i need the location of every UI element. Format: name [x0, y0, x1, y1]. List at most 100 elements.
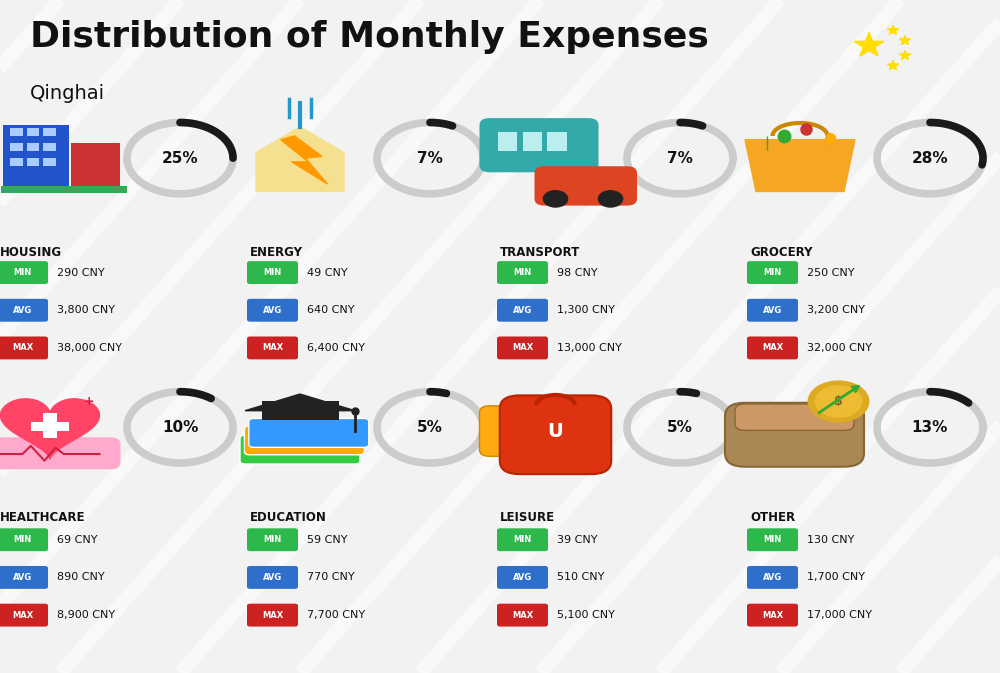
FancyBboxPatch shape [497, 336, 548, 359]
Text: Qinghai: Qinghai [30, 84, 105, 103]
FancyBboxPatch shape [498, 133, 517, 151]
FancyBboxPatch shape [497, 261, 548, 284]
Text: MAX: MAX [262, 343, 283, 353]
Text: 890 CNY: 890 CNY [57, 573, 105, 582]
Text: 59 CNY: 59 CNY [307, 535, 348, 544]
Text: 6,400 CNY: 6,400 CNY [307, 343, 365, 353]
FancyBboxPatch shape [27, 128, 39, 136]
Text: 250 CNY: 250 CNY [807, 268, 854, 277]
Polygon shape [887, 26, 899, 34]
FancyBboxPatch shape [43, 143, 56, 151]
Text: 28%: 28% [912, 151, 948, 166]
Text: 7%: 7% [667, 151, 693, 166]
FancyBboxPatch shape [247, 299, 298, 322]
Polygon shape [899, 36, 911, 44]
FancyBboxPatch shape [262, 401, 338, 420]
Text: MIN: MIN [263, 535, 282, 544]
Text: 10%: 10% [162, 420, 198, 435]
Text: $: $ [834, 395, 843, 408]
Text: HEALTHCARE: HEALTHCARE [0, 511, 86, 524]
FancyBboxPatch shape [735, 404, 854, 431]
Polygon shape [1, 399, 99, 459]
Text: MAX: MAX [512, 343, 533, 353]
Text: 3,800 CNY: 3,800 CNY [57, 306, 115, 315]
Text: MIN: MIN [513, 535, 532, 544]
Text: AVG: AVG [763, 306, 782, 315]
Text: 39 CNY: 39 CNY [557, 535, 598, 544]
Text: 25%: 25% [162, 151, 198, 166]
FancyBboxPatch shape [0, 528, 48, 551]
Text: 640 CNY: 640 CNY [307, 306, 354, 315]
Text: 5%: 5% [417, 420, 443, 435]
Text: Distribution of Monthly Expenses: Distribution of Monthly Expenses [30, 20, 709, 55]
FancyBboxPatch shape [0, 261, 48, 284]
Text: EDUCATION: EDUCATION [250, 511, 327, 524]
FancyBboxPatch shape [31, 422, 69, 431]
FancyBboxPatch shape [547, 133, 566, 151]
FancyBboxPatch shape [43, 158, 56, 166]
Polygon shape [899, 50, 911, 60]
Text: MIN: MIN [763, 535, 782, 544]
Text: U: U [548, 421, 563, 441]
FancyBboxPatch shape [27, 158, 39, 166]
FancyBboxPatch shape [244, 426, 364, 455]
FancyBboxPatch shape [10, 158, 23, 166]
FancyBboxPatch shape [480, 118, 598, 172]
Circle shape [598, 190, 623, 207]
Text: AVG: AVG [13, 573, 32, 582]
Text: 98 CNY: 98 CNY [557, 268, 598, 277]
FancyBboxPatch shape [27, 143, 39, 151]
Text: MAX: MAX [762, 343, 783, 353]
FancyBboxPatch shape [500, 396, 611, 474]
FancyBboxPatch shape [747, 528, 798, 551]
FancyBboxPatch shape [0, 604, 48, 627]
Text: MAX: MAX [512, 610, 533, 620]
FancyBboxPatch shape [747, 604, 798, 627]
Polygon shape [281, 136, 328, 184]
Text: MIN: MIN [13, 535, 32, 544]
FancyBboxPatch shape [247, 261, 298, 284]
FancyBboxPatch shape [497, 604, 548, 627]
Text: 8,900 CNY: 8,900 CNY [57, 610, 115, 620]
Text: 49 CNY: 49 CNY [307, 268, 348, 277]
Text: 1,300 CNY: 1,300 CNY [557, 306, 615, 315]
Text: MIN: MIN [763, 268, 782, 277]
Text: AVG: AVG [763, 573, 782, 582]
FancyBboxPatch shape [0, 299, 48, 322]
FancyBboxPatch shape [247, 336, 298, 359]
Text: AVG: AVG [513, 573, 532, 582]
Text: 130 CNY: 130 CNY [807, 535, 854, 544]
Text: MIN: MIN [513, 268, 532, 277]
Text: AVG: AVG [263, 573, 282, 582]
Text: MAX: MAX [12, 343, 33, 353]
FancyBboxPatch shape [523, 133, 542, 151]
FancyBboxPatch shape [497, 566, 548, 589]
Text: MAX: MAX [762, 610, 783, 620]
FancyBboxPatch shape [43, 128, 56, 136]
Text: AVG: AVG [513, 306, 532, 315]
Text: +: + [83, 395, 94, 408]
Circle shape [543, 190, 568, 207]
FancyBboxPatch shape [0, 566, 48, 589]
Text: MIN: MIN [263, 268, 282, 277]
Text: 3,200 CNY: 3,200 CNY [807, 306, 865, 315]
Circle shape [808, 381, 869, 422]
Text: 290 CNY: 290 CNY [57, 268, 105, 277]
FancyBboxPatch shape [71, 143, 120, 192]
Text: 7,700 CNY: 7,700 CNY [307, 610, 365, 620]
Text: LEISURE: LEISURE [500, 511, 555, 524]
FancyBboxPatch shape [480, 406, 544, 456]
Text: 13,000 CNY: 13,000 CNY [557, 343, 622, 353]
FancyBboxPatch shape [247, 604, 298, 627]
FancyBboxPatch shape [747, 261, 798, 284]
Text: MIN: MIN [13, 268, 32, 277]
Text: 13%: 13% [912, 420, 948, 435]
Text: OTHER: OTHER [750, 511, 795, 524]
FancyBboxPatch shape [247, 528, 298, 551]
Polygon shape [256, 127, 344, 192]
FancyBboxPatch shape [249, 419, 369, 448]
FancyBboxPatch shape [247, 566, 298, 589]
FancyBboxPatch shape [1, 186, 127, 193]
Circle shape [815, 386, 862, 417]
Text: MAX: MAX [12, 610, 33, 620]
